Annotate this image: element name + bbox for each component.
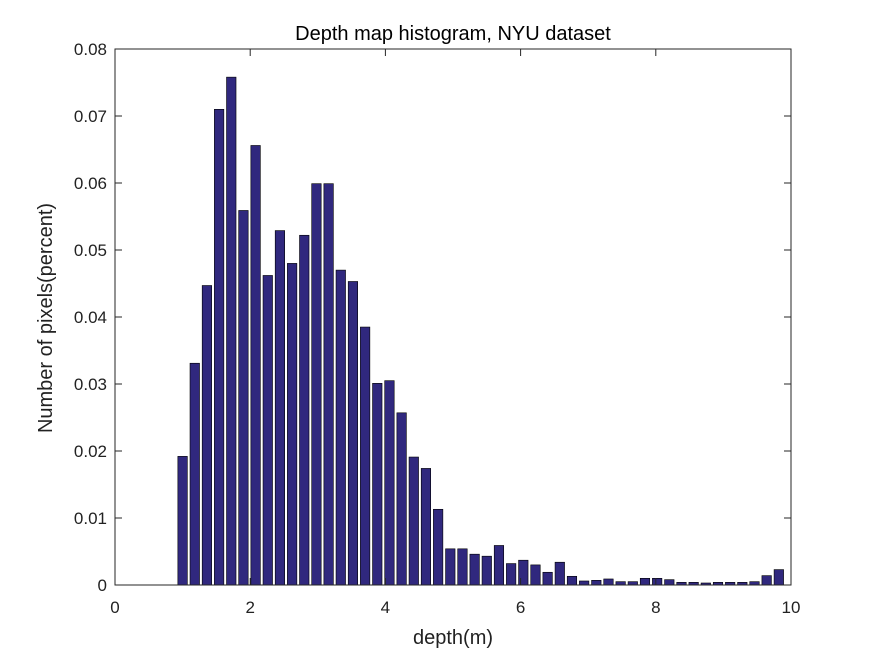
y-tick-label: 0.06: [74, 174, 107, 193]
y-tick-label: 0.08: [74, 40, 107, 59]
histogram-bar: [542, 571, 553, 586]
histogram-bar: [384, 380, 395, 586]
histogram-bar: [664, 579, 675, 586]
histogram-bar: [749, 581, 760, 586]
histogram-bar: [773, 569, 784, 586]
histogram-bar: [652, 577, 663, 586]
x-tick-label: 10: [782, 598, 801, 617]
histogram-bar: [262, 275, 273, 586]
histogram-bar: [201, 285, 212, 586]
y-axis-label: Number of pixels(percent): [35, 203, 57, 433]
x-tick-label: 8: [651, 598, 660, 617]
x-tick-label: 0: [110, 598, 119, 617]
histogram-bar: [189, 362, 200, 586]
histogram-bar: [469, 553, 480, 586]
histogram-bar: [627, 581, 638, 586]
histogram-bar: [299, 234, 310, 586]
histogram-bar: [591, 580, 602, 586]
histogram-bar: [579, 580, 590, 586]
x-axis-label: depth(m): [413, 627, 493, 649]
histogram-bar: [518, 559, 529, 586]
y-tick-label: 0.01: [74, 509, 107, 528]
histogram-bar: [530, 564, 541, 586]
x-tick-label: 2: [245, 598, 254, 617]
histogram-bar: [457, 548, 468, 586]
y-tick-label: 0: [98, 576, 107, 595]
ticks-group: 0 2 4 6 8 10 0 0.01 0.02 0.03 0.04 0.05 0.06 0.07 0.08: [74, 40, 801, 617]
x-tick-label: 4: [381, 598, 390, 617]
histogram-bar: [615, 581, 626, 586]
histogram-bar: [311, 183, 322, 586]
x-tick-label: 6: [516, 598, 525, 617]
histogram-bar: [372, 383, 383, 586]
y-tick-label: 0.04: [74, 308, 107, 327]
histogram-bar: [335, 269, 346, 586]
histogram-bar: [214, 109, 225, 586]
histogram-bar: [226, 76, 237, 586]
y-tick-label: 0.02: [74, 442, 107, 461]
histogram-bar: [347, 281, 358, 586]
histogram-bar: [323, 183, 334, 586]
y-tick-label: 0.07: [74, 107, 107, 126]
histogram-bar: [177, 456, 188, 586]
histogram-bar: [420, 468, 431, 586]
histogram-bar: [639, 577, 651, 586]
y-tick-label: 0.05: [74, 241, 107, 260]
histogram-bar: [433, 508, 444, 586]
y-tick-label: 0.03: [74, 375, 107, 394]
histogram-bar: [761, 575, 772, 586]
histogram-bar: [250, 145, 261, 586]
histogram-bar: [238, 210, 249, 586]
histogram-bar: [481, 555, 492, 586]
histogram-bar: [554, 561, 565, 586]
histogram-bar: [396, 412, 407, 586]
histogram-bar: [603, 578, 614, 586]
histogram-bar: [493, 545, 505, 586]
histogram-bar: [274, 230, 285, 586]
chart-title: Depth map histogram, NYU dataset: [295, 23, 611, 45]
histogram-bar: [360, 326, 371, 586]
histogram-bar: [408, 456, 419, 586]
histogram-bar: [566, 575, 578, 586]
histogram-bar: [506, 563, 517, 586]
histogram-bar: [287, 263, 298, 586]
histogram-bar: [445, 548, 456, 586]
